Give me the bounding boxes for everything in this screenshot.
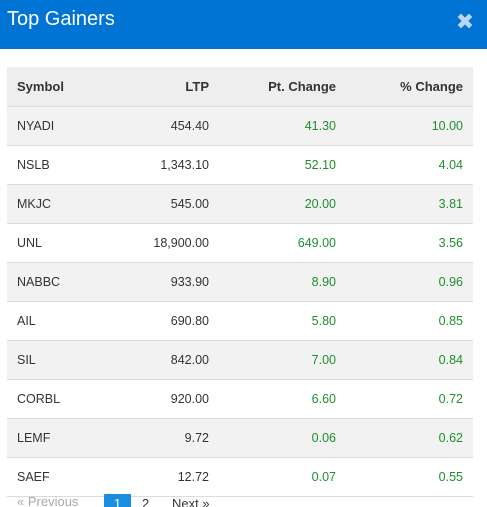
- ltp-cell: 933.90: [115, 262, 219, 302]
- page-button-1[interactable]: 1: [104, 494, 131, 507]
- symbol-cell: UNL: [7, 223, 115, 263]
- symbol-cell: MKJC: [7, 184, 115, 224]
- ltp-cell: 12.72: [115, 457, 219, 497]
- symbol-cell: SAEF: [7, 457, 115, 497]
- ltp-cell: 690.80: [115, 301, 219, 341]
- pct-change-cell: 3.81: [346, 184, 473, 224]
- pt-change-cell: 41.30: [219, 106, 346, 146]
- table-row[interactable]: SAEF 12.72 0.07 0.55: [7, 457, 473, 497]
- pt-change-cell: 5.80: [219, 301, 346, 341]
- ltp-cell: 545.00: [115, 184, 219, 224]
- ltp-cell: 454.40: [115, 106, 219, 146]
- symbol-cell: NYADI: [7, 106, 115, 146]
- symbol-cell: NABBC: [7, 262, 115, 302]
- pct-change-cell: 0.84: [346, 340, 473, 380]
- symbol-cell: SIL: [7, 340, 115, 380]
- pt-change-cell: 0.06: [219, 418, 346, 458]
- pt-change-cell: 6.60: [219, 379, 346, 419]
- table-row[interactable]: SIL 842.00 7.00 0.84: [7, 340, 473, 380]
- table-header: Symbol LTP Pt. Change % Change: [7, 67, 473, 107]
- column-header-symbol[interactable]: Symbol: [7, 67, 115, 107]
- pct-change-cell: 0.96: [346, 262, 473, 302]
- table-row[interactable]: NSLB 1,343.10 52.10 4.04: [7, 145, 473, 185]
- ltp-cell: 842.00: [115, 340, 219, 380]
- table-row[interactable]: NABBC 933.90 8.90 0.96: [7, 262, 473, 302]
- pct-change-cell: 4.04: [346, 145, 473, 185]
- symbol-cell: CORBL: [7, 379, 115, 419]
- pt-change-cell: 649.00: [219, 223, 346, 263]
- pct-change-cell: 3.56: [346, 223, 473, 263]
- symbol-cell: LEMF: [7, 418, 115, 458]
- gainers-table-container: Symbol LTP Pt. Change % Change NYADI 454.…: [7, 67, 473, 497]
- pt-change-cell: 20.00: [219, 184, 346, 224]
- table-row[interactable]: CORBL 920.00 6.60 0.72: [7, 379, 473, 419]
- table-row[interactable]: LEMF 9.72 0.06 0.62: [7, 418, 473, 458]
- table-header-row: Symbol LTP Pt. Change % Change: [7, 67, 473, 107]
- previous-page-button[interactable]: « Previous: [17, 494, 79, 507]
- symbol-cell: NSLB: [7, 145, 115, 185]
- column-header-pct-change[interactable]: % Change: [346, 67, 473, 107]
- next-page-button[interactable]: Next »: [172, 496, 210, 507]
- pt-change-cell: 52.10: [219, 145, 346, 185]
- pct-change-cell: 0.55: [346, 457, 473, 497]
- column-header-ltp[interactable]: LTP: [115, 67, 219, 107]
- pct-change-cell: 10.00: [346, 106, 473, 146]
- pt-change-cell: 0.07: [219, 457, 346, 497]
- modal-header: Top Gainers ✖: [0, 0, 487, 49]
- table-row[interactable]: UNL 18,900.00 649.00 3.56: [7, 223, 473, 263]
- pt-change-cell: 7.00: [219, 340, 346, 380]
- ltp-cell: 1,343.10: [115, 145, 219, 185]
- pct-change-cell: 0.85: [346, 301, 473, 341]
- table-row[interactable]: MKJC 545.00 20.00 3.81: [7, 184, 473, 224]
- symbol-cell: AIL: [7, 301, 115, 341]
- pt-change-cell: 8.90: [219, 262, 346, 302]
- pct-change-cell: 0.72: [346, 379, 473, 419]
- page-button-2[interactable]: 2: [142, 496, 150, 507]
- ltp-cell: 9.72: [115, 418, 219, 458]
- table-row[interactable]: AIL 690.80 5.80 0.85: [7, 301, 473, 341]
- gainers-table: Symbol LTP Pt. Change % Change NYADI 454.…: [7, 67, 473, 497]
- ltp-cell: 18,900.00: [115, 223, 219, 263]
- table-body: NYADI 454.40 41.30 10.00 NSLB 1,343.10 52.10 4.…: [7, 106, 473, 497]
- modal-title: Top Gainers: [7, 8, 115, 30]
- ltp-cell: 920.00: [115, 379, 219, 419]
- column-header-pt-change[interactable]: Pt. Change: [219, 67, 346, 107]
- table-row[interactable]: NYADI 454.40 41.30 10.00: [7, 106, 473, 146]
- close-icon[interactable]: ✖: [455, 9, 475, 34]
- pct-change-cell: 0.62: [346, 418, 473, 458]
